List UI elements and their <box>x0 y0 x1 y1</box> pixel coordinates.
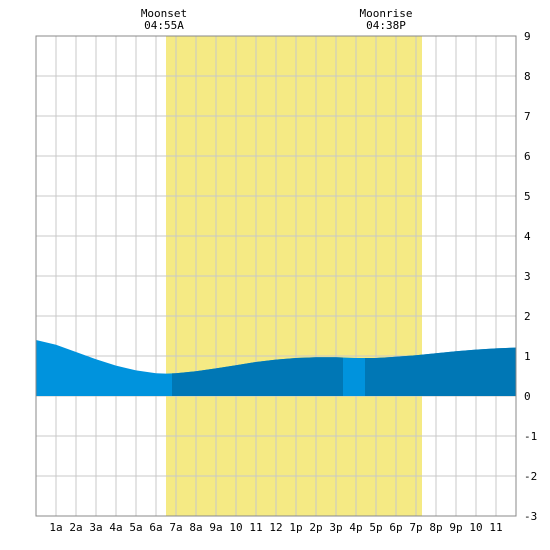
y-axis-ticks: -3 -2 -1 0 1 2 3 4 5 6 7 8 9 <box>524 30 537 523</box>
moon-event-label: Moonset <box>141 7 187 20</box>
x-tick-label: 4a <box>109 521 122 534</box>
y-tick-label: 4 <box>524 230 531 243</box>
y-tick-label: 0 <box>524 390 531 403</box>
x-tick-label: 7p <box>409 521 422 534</box>
y-tick-label: 6 <box>524 150 531 163</box>
x-tick-label: 1p <box>289 521 302 534</box>
x-tick-label: 8p <box>429 521 442 534</box>
moon-event-time: 04:38P <box>366 19 406 32</box>
x-tick-label: 6p <box>389 521 402 534</box>
x-tick-label: 11 <box>249 521 262 534</box>
tide-area-layer <box>36 340 516 396</box>
x-tick-label: 3p <box>329 521 342 534</box>
y-tick-label: -3 <box>524 510 537 523</box>
x-axis-ticks: 1a 2a 3a 4a 5a 6a 7a 8a 9a 10 11 12 1p 2p 3p 4p 5p 6p 7p 8p… <box>49 521 502 534</box>
x-tick-label: 12 <box>269 521 282 534</box>
grid-layer <box>35 35 517 517</box>
x-tick-label: 9p <box>449 521 462 534</box>
x-tick-label: 4p <box>349 521 362 534</box>
tide-area-night <box>365 347 516 396</box>
x-tick-label: 6a <box>149 521 162 534</box>
y-tick-label: 2 <box>524 310 531 323</box>
x-tick-label: 7a <box>169 521 182 534</box>
y-tick-label: 3 <box>524 270 531 283</box>
x-tick-label: 10 <box>469 521 482 534</box>
y-tick-label: -1 <box>524 430 537 443</box>
y-tick-label: 8 <box>524 70 531 83</box>
x-tick-label: 2p <box>309 521 322 534</box>
x-tick-label: 8a <box>189 521 202 534</box>
x-tick-label: 9a <box>209 521 222 534</box>
y-tick-label: 1 <box>524 350 531 363</box>
x-tick-label: 11 <box>489 521 502 534</box>
moon-event-time: 04:55A <box>144 19 184 32</box>
y-tick-label: 9 <box>524 30 531 43</box>
moon-event-label: Moonrise <box>360 7 413 20</box>
x-tick-label: 3a <box>89 521 102 534</box>
x-tick-label: 5p <box>369 521 382 534</box>
x-tick-label: 1a <box>49 521 62 534</box>
x-tick-label: 2a <box>69 521 82 534</box>
y-tick-label: 5 <box>524 190 531 203</box>
x-tick-label: 10 <box>229 521 242 534</box>
y-tick-label: -2 <box>524 470 537 483</box>
x-tick-label: 5a <box>129 521 142 534</box>
y-tick-label: 7 <box>524 110 531 123</box>
tide-area-night <box>172 357 343 396</box>
plot-frame <box>35 35 517 517</box>
